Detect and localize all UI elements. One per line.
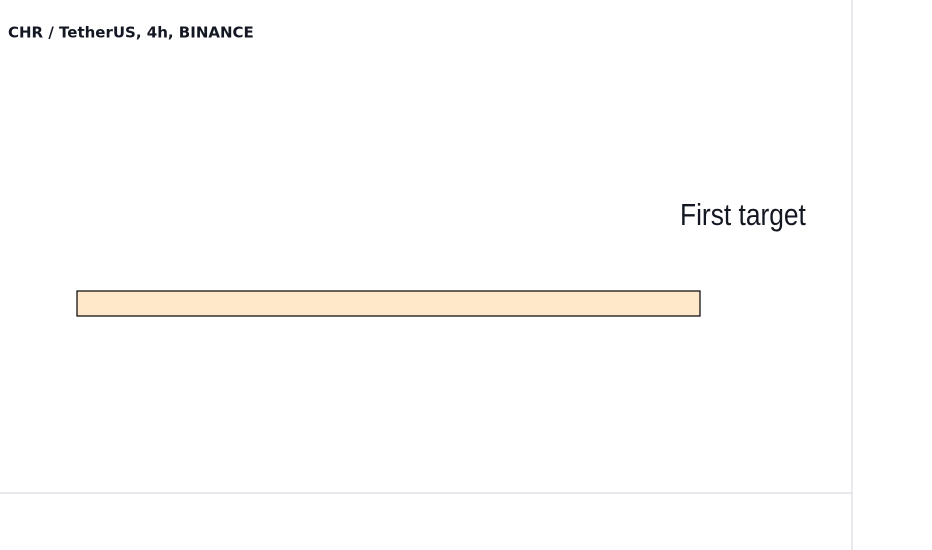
support-zone — [76, 290, 701, 317]
chart-title: CHR / TetherUS, 4h, BINANCE — [8, 24, 254, 42]
annotation: First target — [680, 198, 806, 232]
